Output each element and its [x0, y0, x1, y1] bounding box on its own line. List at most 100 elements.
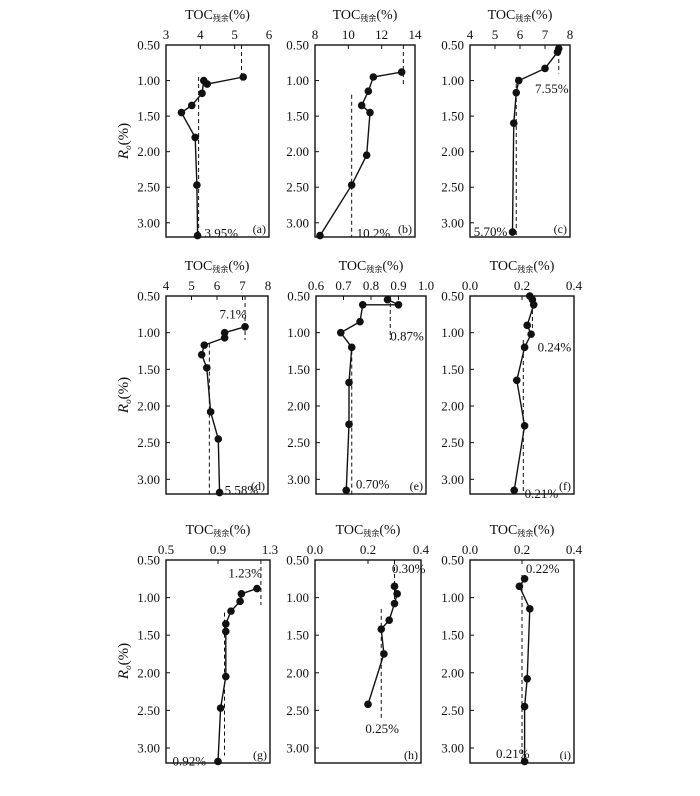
- chart-panel-g: TOC残余(%) 0.5 0.9 1.3 0.50 1.00 1.50 2.00 2.50 3.0…: [137, 523, 278, 768]
- y-tick-label: 1.00: [441, 590, 464, 605]
- x-tick-label: 4: [467, 27, 474, 42]
- chart-panel-a: TOC残余(%) 3 4 5 6 0.50 1.00 1.50 2.00 2.50 3.00 3.95…: [137, 8, 273, 240]
- data-point: [356, 317, 364, 326]
- value-annotation: 1.23%: [228, 566, 262, 581]
- y-axis-title-main: R: [116, 150, 132, 160]
- data-point: [193, 181, 201, 189]
- panel-label: (f): [559, 479, 571, 493]
- y-axis-title-main: R: [116, 404, 132, 414]
- data-point: [222, 627, 230, 636]
- data-point: [553, 48, 562, 56]
- x-tick-label: 0.8: [363, 278, 379, 293]
- x-tick-label: 4: [163, 278, 170, 293]
- y-tick-label: 1.50: [137, 628, 160, 643]
- y-tick-label: 2.50: [137, 703, 160, 718]
- data-point: [509, 119, 518, 128]
- x-axis-title-main: TOC: [185, 259, 213, 274]
- data-point: [369, 73, 378, 81]
- x-axis-title-main: TOC: [185, 8, 213, 23]
- value-annotation: 0.22%: [526, 561, 560, 576]
- y-tick-label: 2.00: [286, 144, 309, 159]
- x-axis-title: TOC残余(%): [490, 523, 555, 538]
- data-point: [347, 181, 356, 189]
- x-axis-title-subscript: 残余: [515, 13, 531, 23]
- x-tick-label: 0.0: [307, 542, 323, 557]
- data-point: [541, 64, 549, 73]
- data-point: [206, 408, 215, 416]
- y-tick-label: 2.50: [287, 435, 310, 450]
- data-point: [520, 574, 529, 583]
- panel-label: (d): [251, 479, 265, 493]
- y-tick-label: 3.00: [137, 215, 160, 230]
- x-tick-label: 10: [342, 27, 355, 42]
- data-point: [214, 757, 222, 766]
- x-axis-title-main: TOC: [339, 259, 367, 274]
- x-tick-label: 4: [197, 27, 204, 42]
- y-tick-label: 2.50: [137, 435, 160, 450]
- x-axis-title-main: TOC: [488, 8, 516, 23]
- x-axis-title-subscript: 残余: [366, 264, 382, 274]
- x-axis-title-subscript: 残余: [363, 528, 379, 538]
- y-tick-label: 2.00: [287, 399, 310, 414]
- y-tick-label: 0.50: [287, 289, 310, 304]
- x-axis-title-unit: (%): [229, 8, 250, 23]
- panel-label: (i): [560, 748, 571, 762]
- data-point: [508, 228, 517, 236]
- y-tick-label: 1.50: [137, 109, 160, 124]
- y-axis-title-unit: (%): [116, 643, 132, 666]
- y-tick-label: 0.50: [286, 553, 309, 568]
- x-axis-title: TOC残余(%): [336, 523, 401, 538]
- data-point: [377, 625, 386, 633]
- y-tick-label: 1.50: [287, 362, 310, 377]
- x-axis-title: TOC残余(%): [490, 259, 555, 274]
- data-point: [390, 599, 399, 608]
- y-tick-label: 3.00: [137, 472, 160, 487]
- x-axis-title-unit: (%): [376, 8, 397, 23]
- y-axis-title-main: R: [116, 670, 132, 680]
- data-point: [366, 108, 374, 117]
- y-axis-title: Ro(%): [116, 123, 133, 160]
- data-point: [237, 590, 246, 598]
- x-tick-label: 14: [409, 27, 423, 42]
- x-axis-title: TOC残余(%): [488, 8, 553, 23]
- value-annotation: 0.30%: [392, 561, 426, 576]
- value-annotation: 5.70%: [474, 224, 508, 239]
- y-tick-label: 2.50: [441, 435, 464, 450]
- x-axis-title-unit: (%): [228, 259, 249, 274]
- y-tick-label: 2.00: [441, 399, 464, 414]
- y-tick-label: 0.50: [286, 38, 309, 53]
- y-tick-label: 1.50: [286, 628, 309, 643]
- data-point: [510, 486, 518, 495]
- data-point: [216, 704, 225, 712]
- x-axis-title-unit: (%): [533, 523, 554, 538]
- y-tick-label: 2.50: [441, 180, 464, 195]
- x-tick-label: 0.0: [462, 278, 478, 293]
- y-tick-label: 2.50: [286, 180, 309, 195]
- plot-frame: [469, 295, 575, 495]
- data-point: [253, 584, 261, 593]
- y-tick-label: 1.00: [286, 73, 309, 88]
- chart-panel-h: TOC残余(%) 0.0 0.2 0.4 0.50 1.00 1.50 2.00 2.50 3.0…: [286, 523, 430, 764]
- x-tick-label: 8: [312, 27, 319, 42]
- data-point: [394, 301, 403, 309]
- data-series-line: [511, 48, 560, 233]
- data-point: [193, 231, 202, 240]
- data-point: [177, 108, 186, 117]
- data-point: [236, 597, 244, 606]
- x-tick-label: 0.6: [308, 278, 325, 293]
- x-tick-label: 0.4: [566, 542, 583, 557]
- x-axis-title: TOC残余(%): [185, 8, 250, 23]
- x-axis-title: TOC残余(%): [333, 8, 398, 23]
- y-tick-label: 1.00: [137, 590, 160, 605]
- x-axis-title-subscript: 残余: [213, 528, 229, 538]
- chart-panel-i: TOC残余(%) 0.0 0.2 0.4 0.50 1.00 1.50 2.00 2.50 3.0…: [441, 523, 583, 766]
- plot-frame: [165, 295, 269, 495]
- x-axis-title-subscript: 残余: [517, 264, 533, 274]
- y-tick-label: 1.00: [137, 73, 160, 88]
- data-point: [199, 76, 208, 85]
- y-tick-label: 0.50: [441, 38, 464, 53]
- y-tick-label: 1.00: [441, 325, 464, 340]
- y-tick-label: 3.00: [286, 215, 309, 230]
- chart-panel-d: TOC残余(%) 4 5 6 7 8 0.50 1.00 1.50 2.00 2.50 3.00 7.1…: [137, 259, 271, 497]
